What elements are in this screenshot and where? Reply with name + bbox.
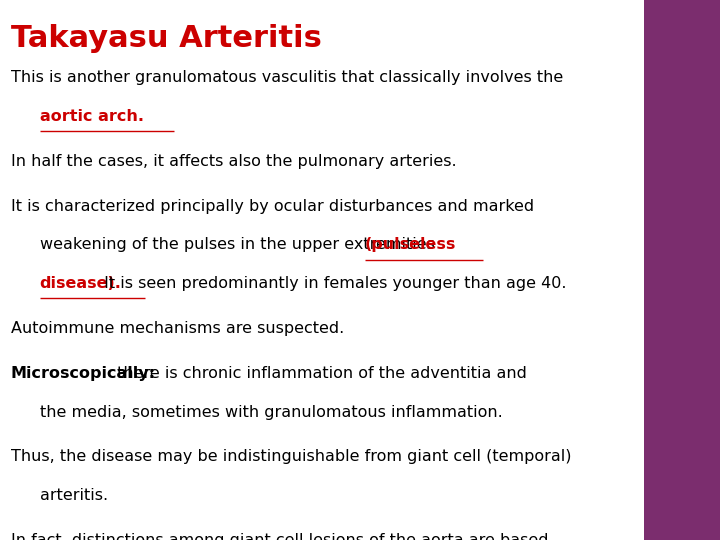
Text: aortic arch.: aortic arch. <box>40 109 143 124</box>
Text: It is characterized principally by ocular disturbances and marked: It is characterized principally by ocula… <box>11 199 534 213</box>
Text: there is chronic inflammation of the adventitia and: there is chronic inflammation of the adv… <box>112 366 526 381</box>
Text: It is seen predominantly in females younger than age 40.: It is seen predominantly in females youn… <box>99 276 567 291</box>
Text: the media, sometimes with granulomatous inflammation.: the media, sometimes with granulomatous … <box>40 404 503 420</box>
Text: This is another granulomatous vasculitis that classically involves the: This is another granulomatous vasculitis… <box>11 70 563 85</box>
Text: In half the cases, it affects also the pulmonary arteries.: In half the cases, it affects also the p… <box>11 154 456 169</box>
Text: Thus, the disease may be indistinguishable from giant cell (temporal): Thus, the disease may be indistinguishab… <box>11 449 571 464</box>
Text: In fact, distinctions among giant cell lesions of the aorta are based: In fact, distinctions among giant cell l… <box>11 533 549 540</box>
Text: (pulseless: (pulseless <box>365 238 456 252</box>
Text: arteritis.: arteritis. <box>40 488 108 503</box>
Text: Autoimmune mechanisms are suspected.: Autoimmune mechanisms are suspected. <box>11 321 344 336</box>
Text: Microscopically:: Microscopically: <box>11 366 156 381</box>
Text: Takayasu Arteritis: Takayasu Arteritis <box>11 24 322 53</box>
Text: weakening of the pulses in the upper extremities: weakening of the pulses in the upper ext… <box>40 238 440 252</box>
Text: disease).: disease). <box>40 276 122 291</box>
Bar <box>644 0 720 540</box>
